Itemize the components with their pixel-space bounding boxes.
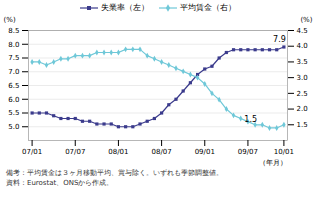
- svg-text:1.5: 1.5: [297, 121, 308, 129]
- svg-text:5.5: 5.5: [8, 109, 19, 117]
- svg-text:8.0: 8.0: [8, 40, 19, 48]
- svg-text:1.5: 1.5: [244, 115, 257, 124]
- svg-text:(%): (%): [4, 16, 16, 24]
- svg-text:10/01: 10/01: [274, 148, 294, 156]
- html-text:平均賃金（右）: 平均賃金（右）: [179, 3, 236, 12]
- svg-text:7.9: 7.9: [273, 35, 286, 44]
- html-text:（年月）: （年月）: [259, 159, 287, 167]
- svg-text:3.5: 3.5: [297, 58, 308, 66]
- svg-text:2.0: 2.0: [297, 105, 308, 113]
- svg-text:07/01: 07/01: [22, 148, 42, 156]
- svg-text:4.5: 4.5: [297, 27, 308, 35]
- svg-text:7.0: 7.0: [8, 68, 19, 76]
- svg-text:4.0: 4.0: [297, 42, 308, 50]
- svg-text:3.0: 3.0: [297, 74, 308, 82]
- svg-text:(%): (%): [300, 16, 312, 24]
- svg-text:8.5: 8.5: [8, 27, 19, 35]
- svg-text:08/01: 08/01: [108, 148, 128, 156]
- svg-text:6.0: 6.0: [8, 95, 19, 103]
- svg-text:07/07: 07/07: [65, 148, 85, 156]
- svg-text:09/07: 09/07: [238, 148, 258, 156]
- html-text:資料：Eurostat、ONSから作成。: 資料：Eurostat、ONSから作成。: [6, 179, 114, 187]
- svg-text:5.0: 5.0: [8, 123, 19, 131]
- svg-text:09/01: 09/01: [195, 148, 215, 156]
- svg-text:6.5: 6.5: [8, 82, 19, 90]
- html-text:失業率（左）: 失業率（左）: [100, 3, 149, 12]
- svg-text:2.5: 2.5: [297, 90, 308, 98]
- svg-text:08/07: 08/07: [152, 148, 172, 156]
- svg-text:7.5: 7.5: [8, 54, 19, 62]
- html-text:備考：平均賃金は３ヶ月移動平均、賞与除く。いずれも季節調整値: 備考：平均賃金は３ヶ月移動平均、賞与除く。いずれも季節調整値。: [6, 169, 223, 177]
